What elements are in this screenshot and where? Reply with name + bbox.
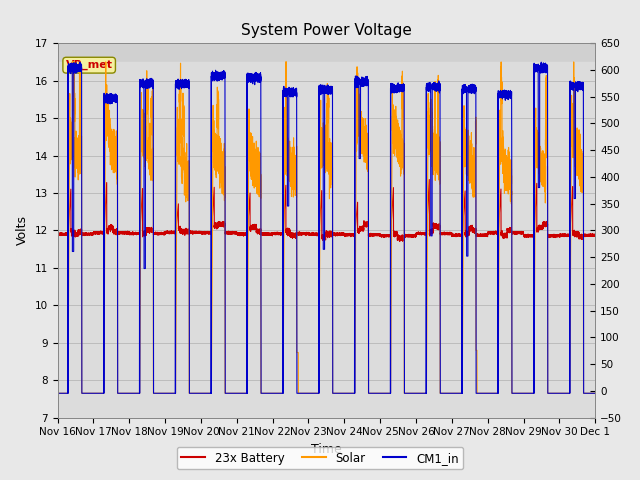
Solar xyxy=(54,390,61,396)
Bar xyxy=(58,62,595,418)
CM1_in xyxy=(54,390,61,396)
CM1_in xyxy=(76,59,84,65)
23x Battery xyxy=(458,232,465,238)
Solar xyxy=(82,390,90,396)
Legend: 23x Battery, Solar, CM1_in: 23x Battery, Solar, CM1_in xyxy=(177,447,463,469)
CM1_in xyxy=(472,390,480,396)
Solar xyxy=(458,390,465,396)
Solar xyxy=(69,59,77,65)
23x Battery xyxy=(591,232,599,238)
Solar xyxy=(472,348,480,353)
X-axis label: Time: Time xyxy=(311,443,342,456)
23x Battery xyxy=(397,234,404,240)
CM1_in xyxy=(458,390,465,396)
Y-axis label: Volts: Volts xyxy=(16,216,29,245)
Bar xyxy=(58,43,595,62)
Solar xyxy=(591,390,599,396)
CM1_in xyxy=(493,390,501,396)
23x Battery xyxy=(426,177,433,182)
CM1_in xyxy=(591,390,599,396)
23x Battery xyxy=(493,229,501,235)
Line: Solar: Solar xyxy=(58,62,595,393)
CM1_in xyxy=(397,84,404,89)
Line: CM1_in: CM1_in xyxy=(58,62,595,393)
CM1_in xyxy=(82,390,90,396)
23x Battery xyxy=(396,239,403,244)
23x Battery xyxy=(54,231,61,237)
Solar xyxy=(397,154,404,160)
Line: 23x Battery: 23x Battery xyxy=(58,180,595,241)
CM1_in xyxy=(486,390,493,396)
23x Battery xyxy=(486,230,493,236)
Solar xyxy=(493,390,501,396)
Solar xyxy=(486,390,493,396)
23x Battery xyxy=(472,232,480,238)
23x Battery xyxy=(82,231,90,237)
Text: VR_met: VR_met xyxy=(66,60,113,70)
Title: System Power Voltage: System Power Voltage xyxy=(241,23,412,38)
